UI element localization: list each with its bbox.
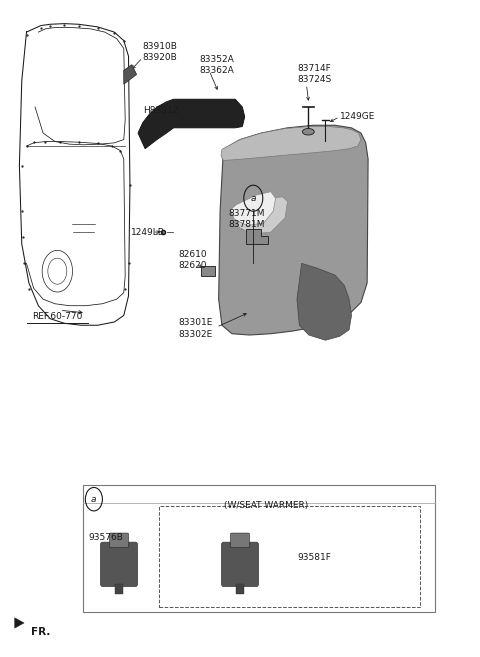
Text: H83912: H83912 xyxy=(143,106,178,115)
Text: REF.60-770: REF.60-770 xyxy=(32,312,83,321)
FancyBboxPatch shape xyxy=(84,485,434,612)
Polygon shape xyxy=(297,263,351,340)
Text: 93581F: 93581F xyxy=(297,553,331,562)
FancyBboxPatch shape xyxy=(236,584,244,594)
FancyBboxPatch shape xyxy=(115,584,123,594)
Polygon shape xyxy=(221,127,361,160)
Polygon shape xyxy=(230,192,276,225)
FancyBboxPatch shape xyxy=(100,542,137,587)
Text: 82610
82620: 82610 82620 xyxy=(179,250,207,270)
FancyBboxPatch shape xyxy=(230,533,250,547)
Text: 83352A
83362A: 83352A 83362A xyxy=(200,55,234,75)
Text: a: a xyxy=(91,495,96,504)
Text: 83301E
83302E: 83301E 83302E xyxy=(179,319,213,338)
Polygon shape xyxy=(201,266,216,277)
Polygon shape xyxy=(219,125,368,335)
FancyBboxPatch shape xyxy=(109,533,129,547)
Polygon shape xyxy=(235,197,288,234)
Text: 93576B: 93576B xyxy=(89,533,124,542)
Text: a: a xyxy=(251,194,256,203)
Text: 1249GE: 1249GE xyxy=(340,112,375,122)
Polygon shape xyxy=(138,99,245,148)
FancyBboxPatch shape xyxy=(221,542,259,587)
Text: 1249LB: 1249LB xyxy=(131,227,165,237)
Text: FR.: FR. xyxy=(31,627,50,637)
Text: 83714F
83724S: 83714F 83724S xyxy=(297,64,331,85)
Polygon shape xyxy=(246,229,267,244)
Ellipse shape xyxy=(302,129,314,135)
Text: 83771M
83781M: 83771M 83781M xyxy=(228,209,264,229)
Polygon shape xyxy=(124,64,137,84)
Text: 83910B
83920B: 83910B 83920B xyxy=(143,41,178,62)
Polygon shape xyxy=(14,618,24,628)
Text: (W/SEAT WARMER): (W/SEAT WARMER) xyxy=(224,501,308,510)
